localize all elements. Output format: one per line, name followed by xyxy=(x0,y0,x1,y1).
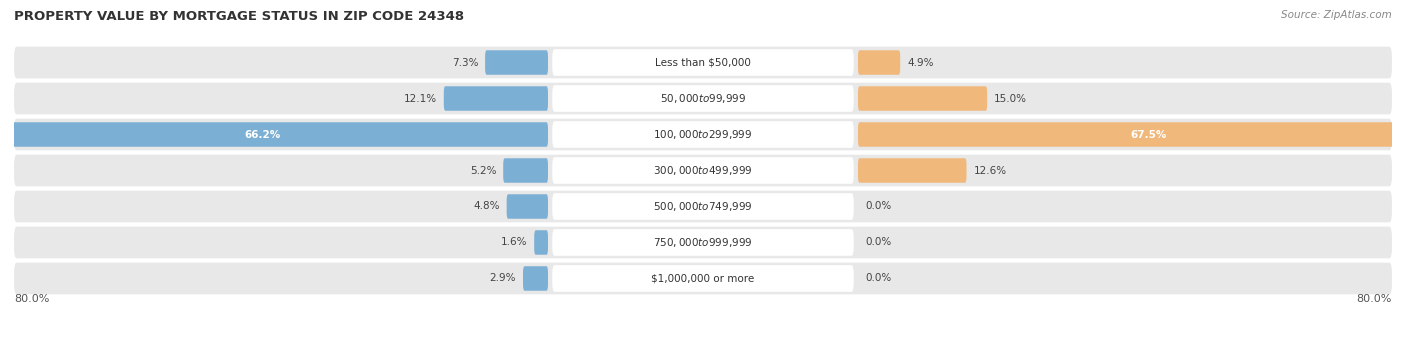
FancyBboxPatch shape xyxy=(14,191,1392,222)
FancyBboxPatch shape xyxy=(14,155,1392,186)
FancyBboxPatch shape xyxy=(14,47,1392,78)
FancyBboxPatch shape xyxy=(523,266,548,291)
FancyBboxPatch shape xyxy=(503,158,548,183)
FancyBboxPatch shape xyxy=(14,227,1392,258)
Text: 12.6%: 12.6% xyxy=(973,165,1007,176)
FancyBboxPatch shape xyxy=(553,229,853,256)
FancyBboxPatch shape xyxy=(553,85,853,112)
FancyBboxPatch shape xyxy=(553,193,853,220)
Text: 0.0%: 0.0% xyxy=(865,237,891,248)
Text: Less than $50,000: Less than $50,000 xyxy=(655,58,751,68)
Text: $500,000 to $749,999: $500,000 to $749,999 xyxy=(654,200,752,213)
Text: PROPERTY VALUE BY MORTGAGE STATUS IN ZIP CODE 24348: PROPERTY VALUE BY MORTGAGE STATUS IN ZIP… xyxy=(14,10,464,23)
Text: $1,000,000 or more: $1,000,000 or more xyxy=(651,273,755,283)
FancyBboxPatch shape xyxy=(858,158,966,183)
Legend: Without Mortgage, With Mortgage: Without Mortgage, With Mortgage xyxy=(572,337,834,341)
FancyBboxPatch shape xyxy=(858,50,900,75)
Text: 1.6%: 1.6% xyxy=(501,237,527,248)
FancyBboxPatch shape xyxy=(553,265,853,292)
Text: 0.0%: 0.0% xyxy=(865,273,891,283)
Text: 80.0%: 80.0% xyxy=(1357,294,1392,305)
Text: 80.0%: 80.0% xyxy=(14,294,49,305)
FancyBboxPatch shape xyxy=(0,122,548,147)
FancyBboxPatch shape xyxy=(506,194,548,219)
Text: 5.2%: 5.2% xyxy=(470,165,496,176)
Text: 4.8%: 4.8% xyxy=(474,202,499,211)
FancyBboxPatch shape xyxy=(485,50,548,75)
Text: 66.2%: 66.2% xyxy=(245,130,281,139)
FancyBboxPatch shape xyxy=(444,86,548,111)
FancyBboxPatch shape xyxy=(14,83,1392,114)
Text: $750,000 to $999,999: $750,000 to $999,999 xyxy=(654,236,752,249)
FancyBboxPatch shape xyxy=(553,121,853,148)
FancyBboxPatch shape xyxy=(553,49,853,76)
Text: 15.0%: 15.0% xyxy=(994,93,1026,104)
Text: 0.0%: 0.0% xyxy=(865,202,891,211)
FancyBboxPatch shape xyxy=(858,86,987,111)
Text: 67.5%: 67.5% xyxy=(1130,130,1167,139)
Text: Source: ZipAtlas.com: Source: ZipAtlas.com xyxy=(1281,10,1392,20)
FancyBboxPatch shape xyxy=(553,157,853,184)
Text: 7.3%: 7.3% xyxy=(451,58,478,68)
FancyBboxPatch shape xyxy=(14,263,1392,294)
Text: 4.9%: 4.9% xyxy=(907,58,934,68)
Text: 2.9%: 2.9% xyxy=(489,273,516,283)
Text: $50,000 to $99,999: $50,000 to $99,999 xyxy=(659,92,747,105)
FancyBboxPatch shape xyxy=(14,119,1392,150)
Text: $100,000 to $299,999: $100,000 to $299,999 xyxy=(654,128,752,141)
FancyBboxPatch shape xyxy=(858,122,1406,147)
Text: $300,000 to $499,999: $300,000 to $499,999 xyxy=(654,164,752,177)
FancyBboxPatch shape xyxy=(534,230,548,255)
Text: 12.1%: 12.1% xyxy=(404,93,437,104)
